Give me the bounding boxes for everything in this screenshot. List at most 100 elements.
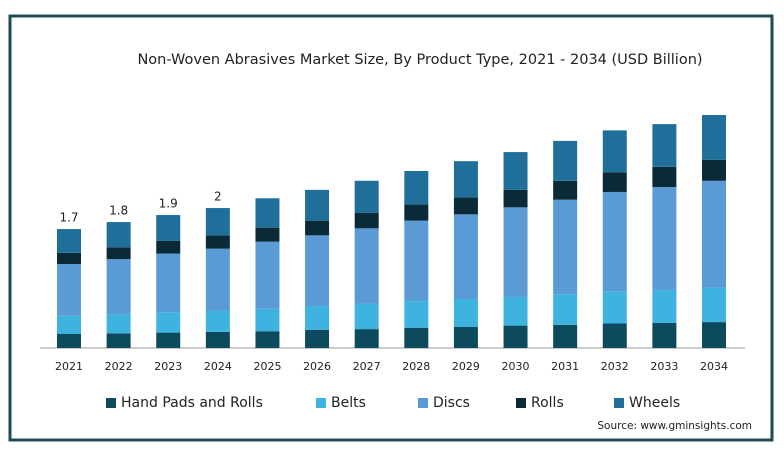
bar-segment: [106, 314, 131, 334]
total-label: 1.8: [109, 204, 128, 218]
bar-segment: [503, 207, 528, 297]
x-tick-label: 2027: [353, 360, 381, 373]
bar-segment: [453, 327, 478, 348]
bar-segment: [354, 180, 379, 213]
bar-segment: [156, 312, 181, 333]
bar-segment: [354, 303, 379, 330]
bar-segment: [57, 334, 81, 348]
x-tick-label: 2026: [303, 360, 331, 373]
bar-segment: [255, 308, 280, 332]
bar-segment: [404, 327, 429, 348]
bar-segment: [156, 253, 181, 313]
source: Source: www.gminsights.com: [597, 420, 752, 432]
bar-segment: [453, 299, 478, 328]
bar-segment: [602, 291, 627, 324]
bar-segment: [453, 197, 478, 215]
bar-segment: [702, 115, 726, 160]
bar-segment: [702, 322, 726, 348]
bar-segment: [354, 212, 379, 229]
bar-segment: [57, 315, 81, 335]
bar-segment: [602, 172, 627, 192]
legend-label: Hand Pads and Rolls: [121, 395, 263, 411]
bar-segment: [652, 187, 677, 290]
bar-segment: [453, 161, 478, 198]
bar-segment: [305, 306, 330, 330]
bar-segment: [503, 189, 528, 208]
frame: [8, 14, 774, 442]
bar-segment: [205, 331, 230, 348]
bar-segment: [503, 152, 528, 190]
legend-label: Discs: [433, 395, 470, 411]
bar-segment: [503, 325, 528, 348]
bar-segment: [156, 240, 181, 254]
bar-segment: [205, 208, 230, 236]
bar-segment: [602, 323, 627, 348]
bar-segment: [255, 331, 280, 348]
bar-segment: [305, 220, 330, 236]
bar-segment: [106, 247, 131, 260]
bar-segment: [305, 329, 330, 348]
x-tick-label: 2028: [402, 360, 430, 373]
bar-segment: [57, 229, 81, 253]
bar-segment: [553, 199, 578, 295]
bar-segment: [602, 130, 627, 173]
bar-segment: [255, 227, 280, 242]
bar-segment: [404, 204, 429, 221]
x-tick-label: 2029: [452, 360, 480, 373]
bar-segment: [553, 324, 578, 348]
x-tick-label: 2030: [502, 360, 530, 373]
x-tick-label: 2025: [253, 360, 281, 373]
bar-segment: [255, 198, 280, 228]
legend-swatch: [106, 398, 116, 408]
total-label: 1.9: [159, 197, 178, 211]
bar-segment: [156, 215, 181, 241]
legend-swatch: [614, 398, 624, 408]
total-label: 1.7: [59, 211, 78, 225]
chart-title: Non-Woven Abrasives Market Size, By Prod…: [137, 52, 702, 68]
bar-segment: [652, 322, 677, 348]
bar-segment: [553, 140, 578, 181]
bar-segment: [453, 214, 478, 300]
bar-segment: [404, 220, 429, 302]
bar-segment: [205, 310, 230, 332]
bar-segment: [553, 180, 578, 200]
bar-segment: [702, 159, 726, 181]
bar-segment: [652, 124, 677, 167]
legend-label: Wheels: [629, 395, 680, 411]
bar-segment: [652, 166, 677, 188]
x-tick-label: 2032: [601, 360, 629, 373]
bar-segment: [205, 248, 230, 311]
bar-segment: [652, 289, 677, 323]
x-tick-label: 2023: [154, 360, 182, 373]
bar-segment: [503, 296, 528, 326]
legend-label: Rolls: [531, 395, 564, 411]
bar-segment: [57, 252, 81, 265]
bar-segment: [205, 235, 230, 249]
bar-segment: [156, 332, 181, 348]
bar-segment: [553, 294, 578, 325]
total-label: 2: [214, 190, 222, 204]
bar-segment: [57, 264, 81, 316]
bar-segment: [305, 189, 330, 221]
x-tick-label: 2033: [650, 360, 678, 373]
x-tick-label: 2034: [700, 360, 728, 373]
legend-swatch: [418, 398, 428, 408]
bar-segment: [702, 180, 726, 288]
bar-segment: [106, 333, 131, 348]
bar-segment: [106, 259, 131, 315]
x-tick-label: 2024: [204, 360, 232, 373]
bar-segment: [305, 235, 330, 307]
x-tick-label: 2021: [55, 360, 83, 373]
bar-segment: [354, 329, 379, 348]
x-tick-label: 2031: [551, 360, 579, 373]
legend-label: Belts: [331, 395, 366, 411]
bar-segment: [354, 228, 379, 304]
bar-segment: [602, 191, 627, 292]
legend-swatch: [516, 398, 526, 408]
legend-swatch: [316, 398, 326, 408]
bar-segment: [106, 222, 131, 248]
bar-segment: [404, 170, 429, 205]
bar-segment: [404, 301, 429, 328]
bar-segment: [702, 287, 726, 323]
